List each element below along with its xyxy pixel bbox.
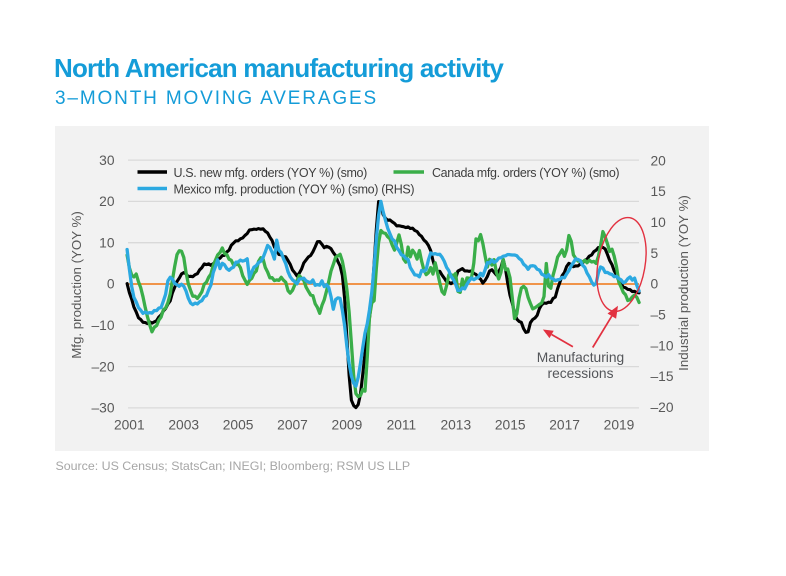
svg-text:–10: –10 — [651, 338, 674, 353]
svg-text:0: 0 — [107, 277, 115, 292]
svg-text:30: 30 — [99, 153, 115, 168]
svg-text:Mexico mfg. production (YOY %): Mexico mfg. production (YOY %) (smo) (RH… — [174, 183, 415, 197]
svg-text:10: 10 — [651, 215, 667, 230]
svg-text:15: 15 — [651, 184, 667, 199]
svg-text:–15: –15 — [651, 369, 674, 384]
svg-text:Mfg. production (YOY %): Mfg. production (YOY %) — [69, 211, 84, 359]
svg-text:–20: –20 — [91, 359, 114, 374]
svg-text:0: 0 — [651, 277, 659, 292]
svg-text:10: 10 — [99, 235, 115, 250]
svg-text:–20: –20 — [651, 400, 674, 415]
svg-text:recessions: recessions — [548, 366, 614, 381]
svg-text:Industrial production (YOY %): Industrial production (YOY %) — [676, 195, 691, 371]
svg-text:2013: 2013 — [440, 418, 471, 433]
svg-text:2011: 2011 — [387, 418, 417, 433]
svg-text:20: 20 — [99, 194, 115, 209]
svg-text:Canada mfg. orders (YOY %) (sm: Canada mfg. orders (YOY %) (smo) — [432, 166, 619, 180]
svg-text:2007: 2007 — [277, 418, 308, 433]
svg-text:2017: 2017 — [549, 418, 580, 433]
svg-text:2015: 2015 — [495, 418, 526, 433]
svg-text:5: 5 — [651, 246, 659, 261]
svg-text:2019: 2019 — [604, 418, 635, 433]
svg-text:2005: 2005 — [223, 418, 254, 433]
svg-text:–10: –10 — [91, 318, 114, 333]
svg-text:Manufacturing: Manufacturing — [537, 350, 624, 365]
svg-text:2003: 2003 — [168, 418, 199, 433]
svg-text:–5: –5 — [651, 308, 667, 323]
svg-text:2009: 2009 — [332, 418, 363, 433]
svg-text:20: 20 — [651, 153, 667, 168]
svg-text:2001: 2001 — [114, 418, 145, 433]
svg-text:U.S. new mfg. orders (YOY %) (: U.S. new mfg. orders (YOY %) (smo) — [174, 166, 368, 180]
svg-text:–30: –30 — [91, 401, 114, 416]
